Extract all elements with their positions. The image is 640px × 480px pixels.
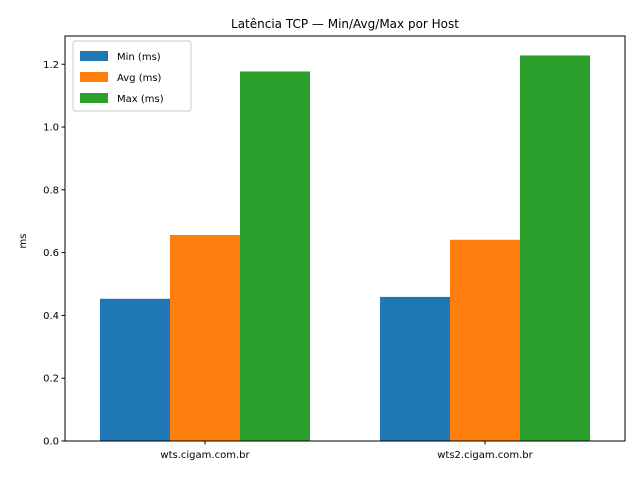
x-axis-ticks: wts.cigam.com.br wts2.cigam.com.br	[160, 441, 534, 461]
y-tick-label: 0.8	[43, 185, 59, 196]
y-axis-ticks: 0.0 0.2 0.4 0.6 0.8 1.0 1.2	[43, 60, 65, 448]
bar-min-1	[380, 296, 450, 441]
legend: Min (ms) Avg (ms) Max (ms)	[72, 40, 192, 112]
plot-frame	[64, 35, 626, 442]
x-tick-label: wts.cigam.com.br	[160, 450, 250, 461]
y-tick-label: 0.2	[43, 374, 59, 385]
legend-label: Avg (ms)	[117, 73, 162, 84]
legend-label: Max (ms)	[117, 94, 164, 105]
bar-min-0	[100, 298, 170, 441]
bar-max-1	[520, 55, 590, 441]
legend-swatch	[80, 51, 108, 61]
x-tick-label: wts2.cigam.com.br	[437, 450, 533, 461]
bar-avg-1	[450, 239, 520, 441]
chart-title: Latência TCP — Min/Avg/Max por Host	[231, 17, 459, 31]
bar-max-0	[240, 71, 310, 441]
y-tick-label: 0.0	[43, 437, 59, 448]
bar-avg-0	[170, 235, 240, 441]
y-axis-label: ms	[18, 234, 29, 249]
y-tick-label: 0.4	[43, 311, 59, 322]
y-tick-label: 1.0	[43, 123, 59, 134]
legend-label: Min (ms)	[117, 52, 161, 63]
y-tick-label: 0.6	[43, 248, 59, 259]
bars-group	[100, 55, 590, 441]
y-tick-label: 1.2	[43, 60, 59, 71]
legend-swatch	[80, 72, 108, 82]
legend-swatch	[80, 93, 108, 103]
